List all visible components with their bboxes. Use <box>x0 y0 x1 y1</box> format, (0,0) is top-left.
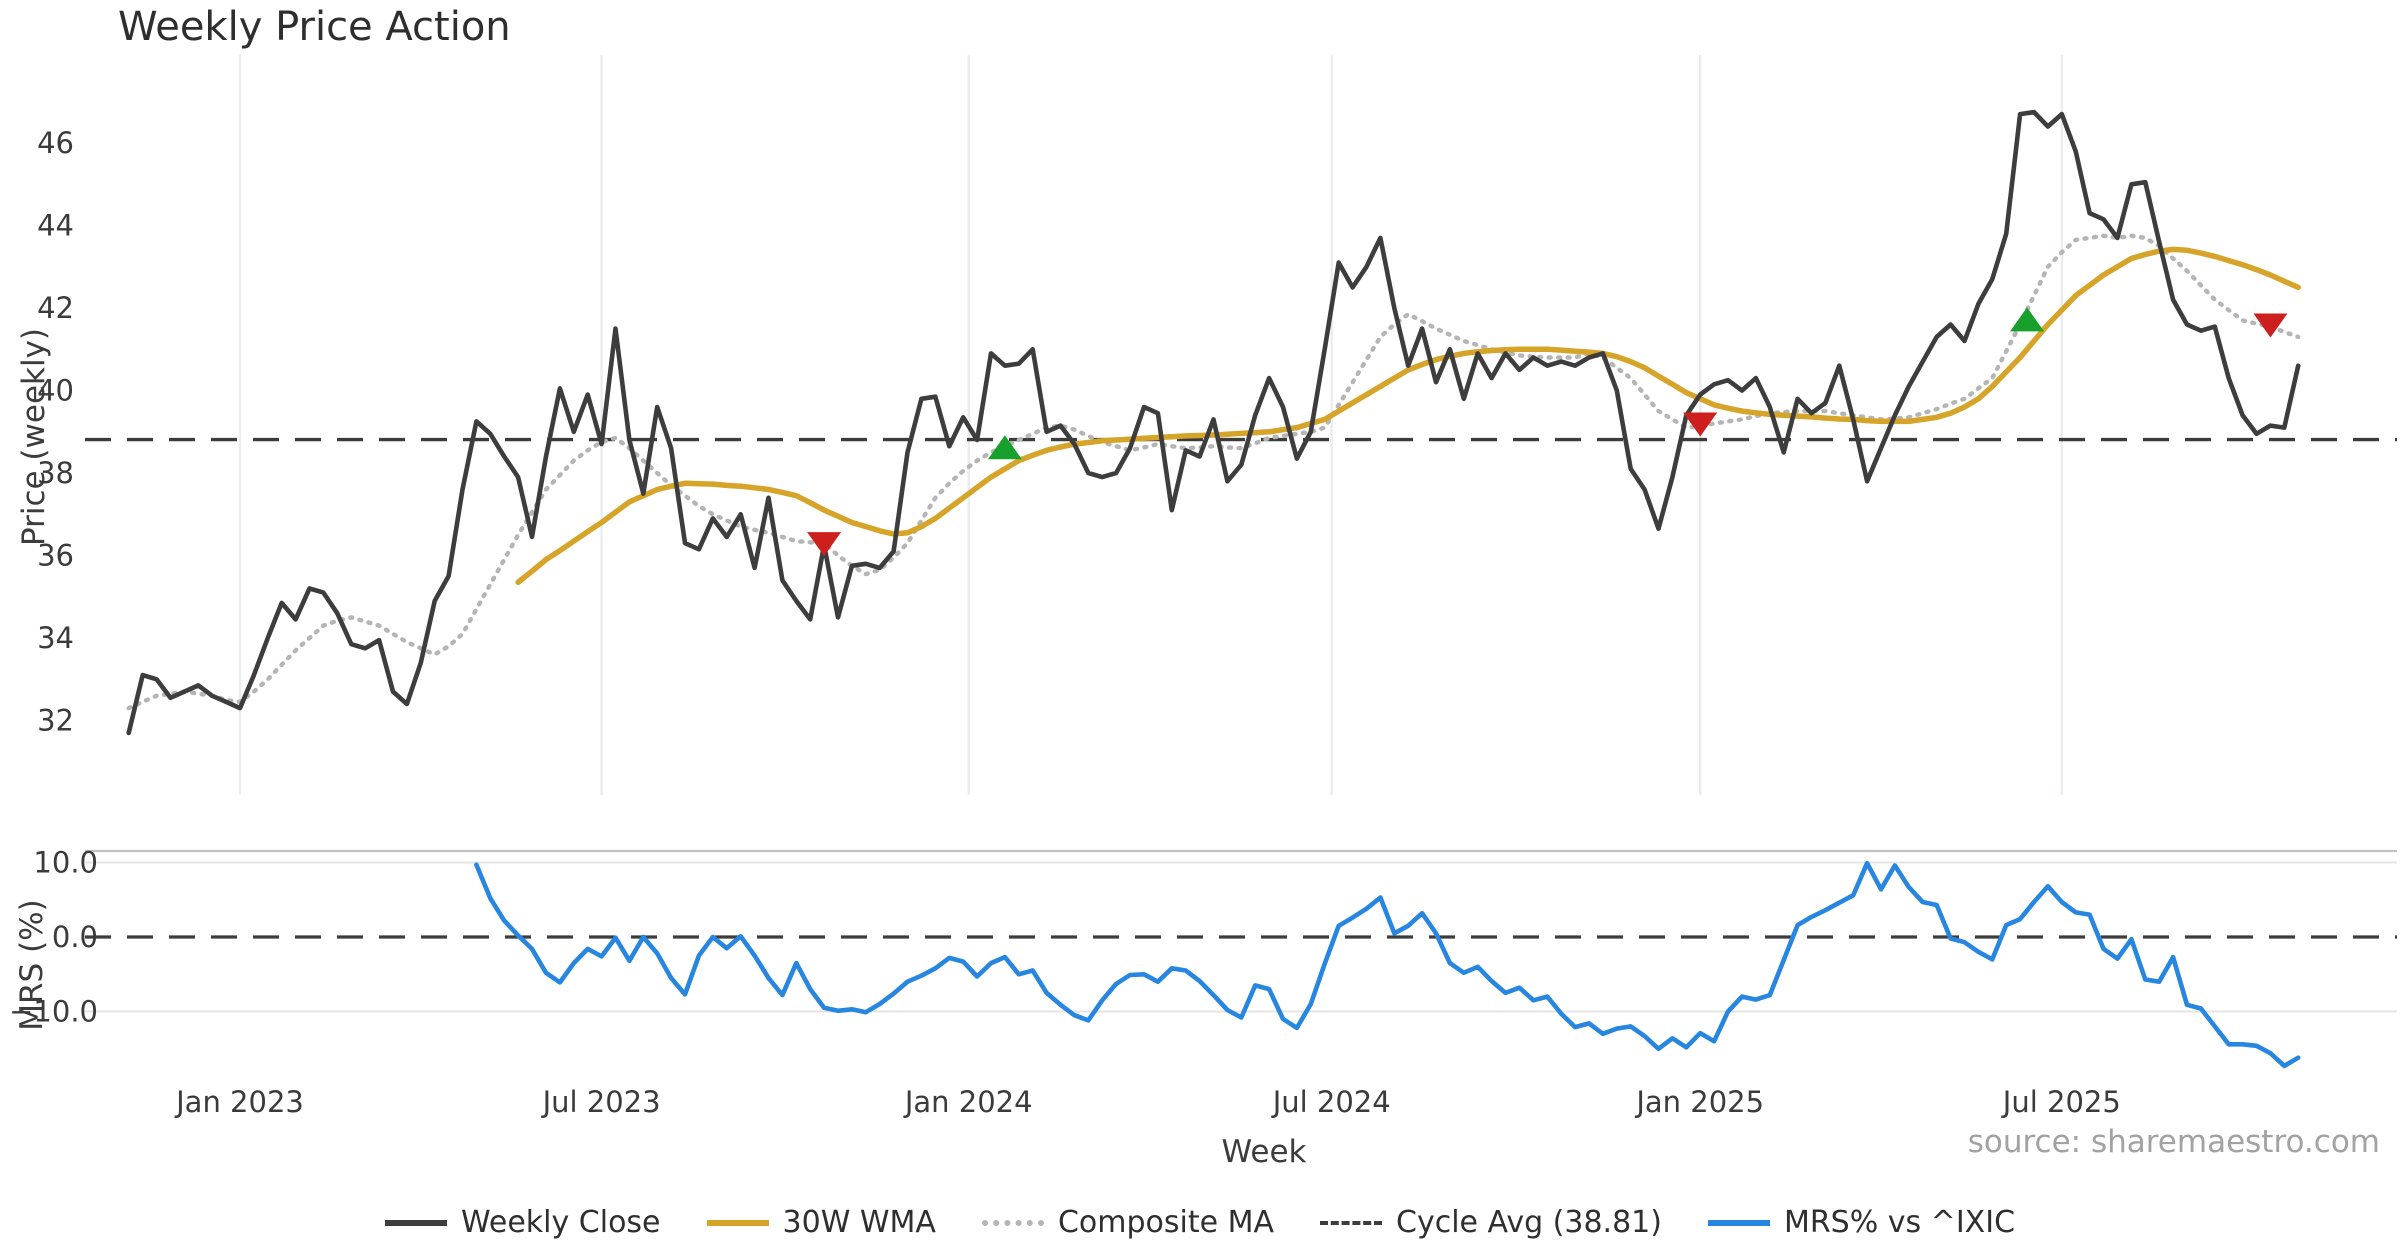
legend-item-mrs-vs-ixic: MRS% vs ^IXIC <box>1707 1205 2016 1240</box>
mrs-tick-label: 10.0 <box>33 846 98 880</box>
legend-swatch <box>1320 1220 1383 1225</box>
x-tick-label: Jul 2025 <box>2001 1085 2121 1119</box>
legend-label: MRS% vs ^IXIC <box>1783 1205 2016 1240</box>
mrs-tick-label: −10.0 <box>9 995 98 1029</box>
price-tick-label: 36 <box>37 539 74 573</box>
source-credit: source: sharemaestro.com <box>1967 1124 2380 1160</box>
buy-marker <box>987 435 1022 460</box>
price-tick-label: 34 <box>37 621 74 655</box>
sell-marker <box>2253 313 2288 338</box>
x-tick-label: Jul 2023 <box>541 1085 661 1119</box>
price-tick-label: 46 <box>37 126 74 160</box>
legend-item-cycle-avg-38-81-: Cycle Avg (38.81) <box>1320 1205 1662 1240</box>
price-tick-label: 32 <box>37 704 74 738</box>
buy-marker <box>2010 307 2045 332</box>
chart-title: Weekly Price Action <box>118 4 511 50</box>
legend-label: Composite MA <box>1057 1205 1275 1240</box>
legend-item-composite-ma: Composite MA <box>981 1205 1275 1240</box>
legend-swatch <box>384 1219 447 1226</box>
composite-ma-line <box>126 233 2301 711</box>
sell-marker <box>807 532 842 557</box>
mrs-line <box>474 860 2301 1069</box>
legend-item-weekly-close: Weekly Close <box>384 1205 661 1240</box>
price-tick-label: 40 <box>37 374 74 408</box>
legend-swatch <box>706 1219 769 1226</box>
week-axis-label: Week <box>1221 1134 1307 1170</box>
price-tick-label: 44 <box>37 209 74 243</box>
legend-item-30w-wma: 30W WMA <box>706 1205 936 1240</box>
x-tick-label: Jan 2023 <box>174 1085 304 1119</box>
price-tick-label: 42 <box>37 291 74 325</box>
wma-line <box>515 246 2301 586</box>
x-tick-label: Jul 2024 <box>1271 1085 1391 1119</box>
legend: Weekly Close 30W WMA Composite MA Cycle Avg… <box>0 1205 2400 1240</box>
legend-swatch <box>1707 1219 1770 1226</box>
legend-label: Cycle Avg (38.81) <box>1396 1205 1662 1240</box>
x-tick-label: Jan 2024 <box>903 1085 1033 1119</box>
legend-swatch <box>981 1219 1044 1226</box>
x-tick-label: Jan 2025 <box>1634 1085 1764 1119</box>
legend-label: 30W WMA <box>782 1205 936 1240</box>
sell-marker <box>1683 412 1718 437</box>
weekly-close-line <box>126 109 2301 736</box>
price-tick-label: 38 <box>37 456 74 490</box>
legend-label: Weekly Close <box>460 1205 661 1240</box>
